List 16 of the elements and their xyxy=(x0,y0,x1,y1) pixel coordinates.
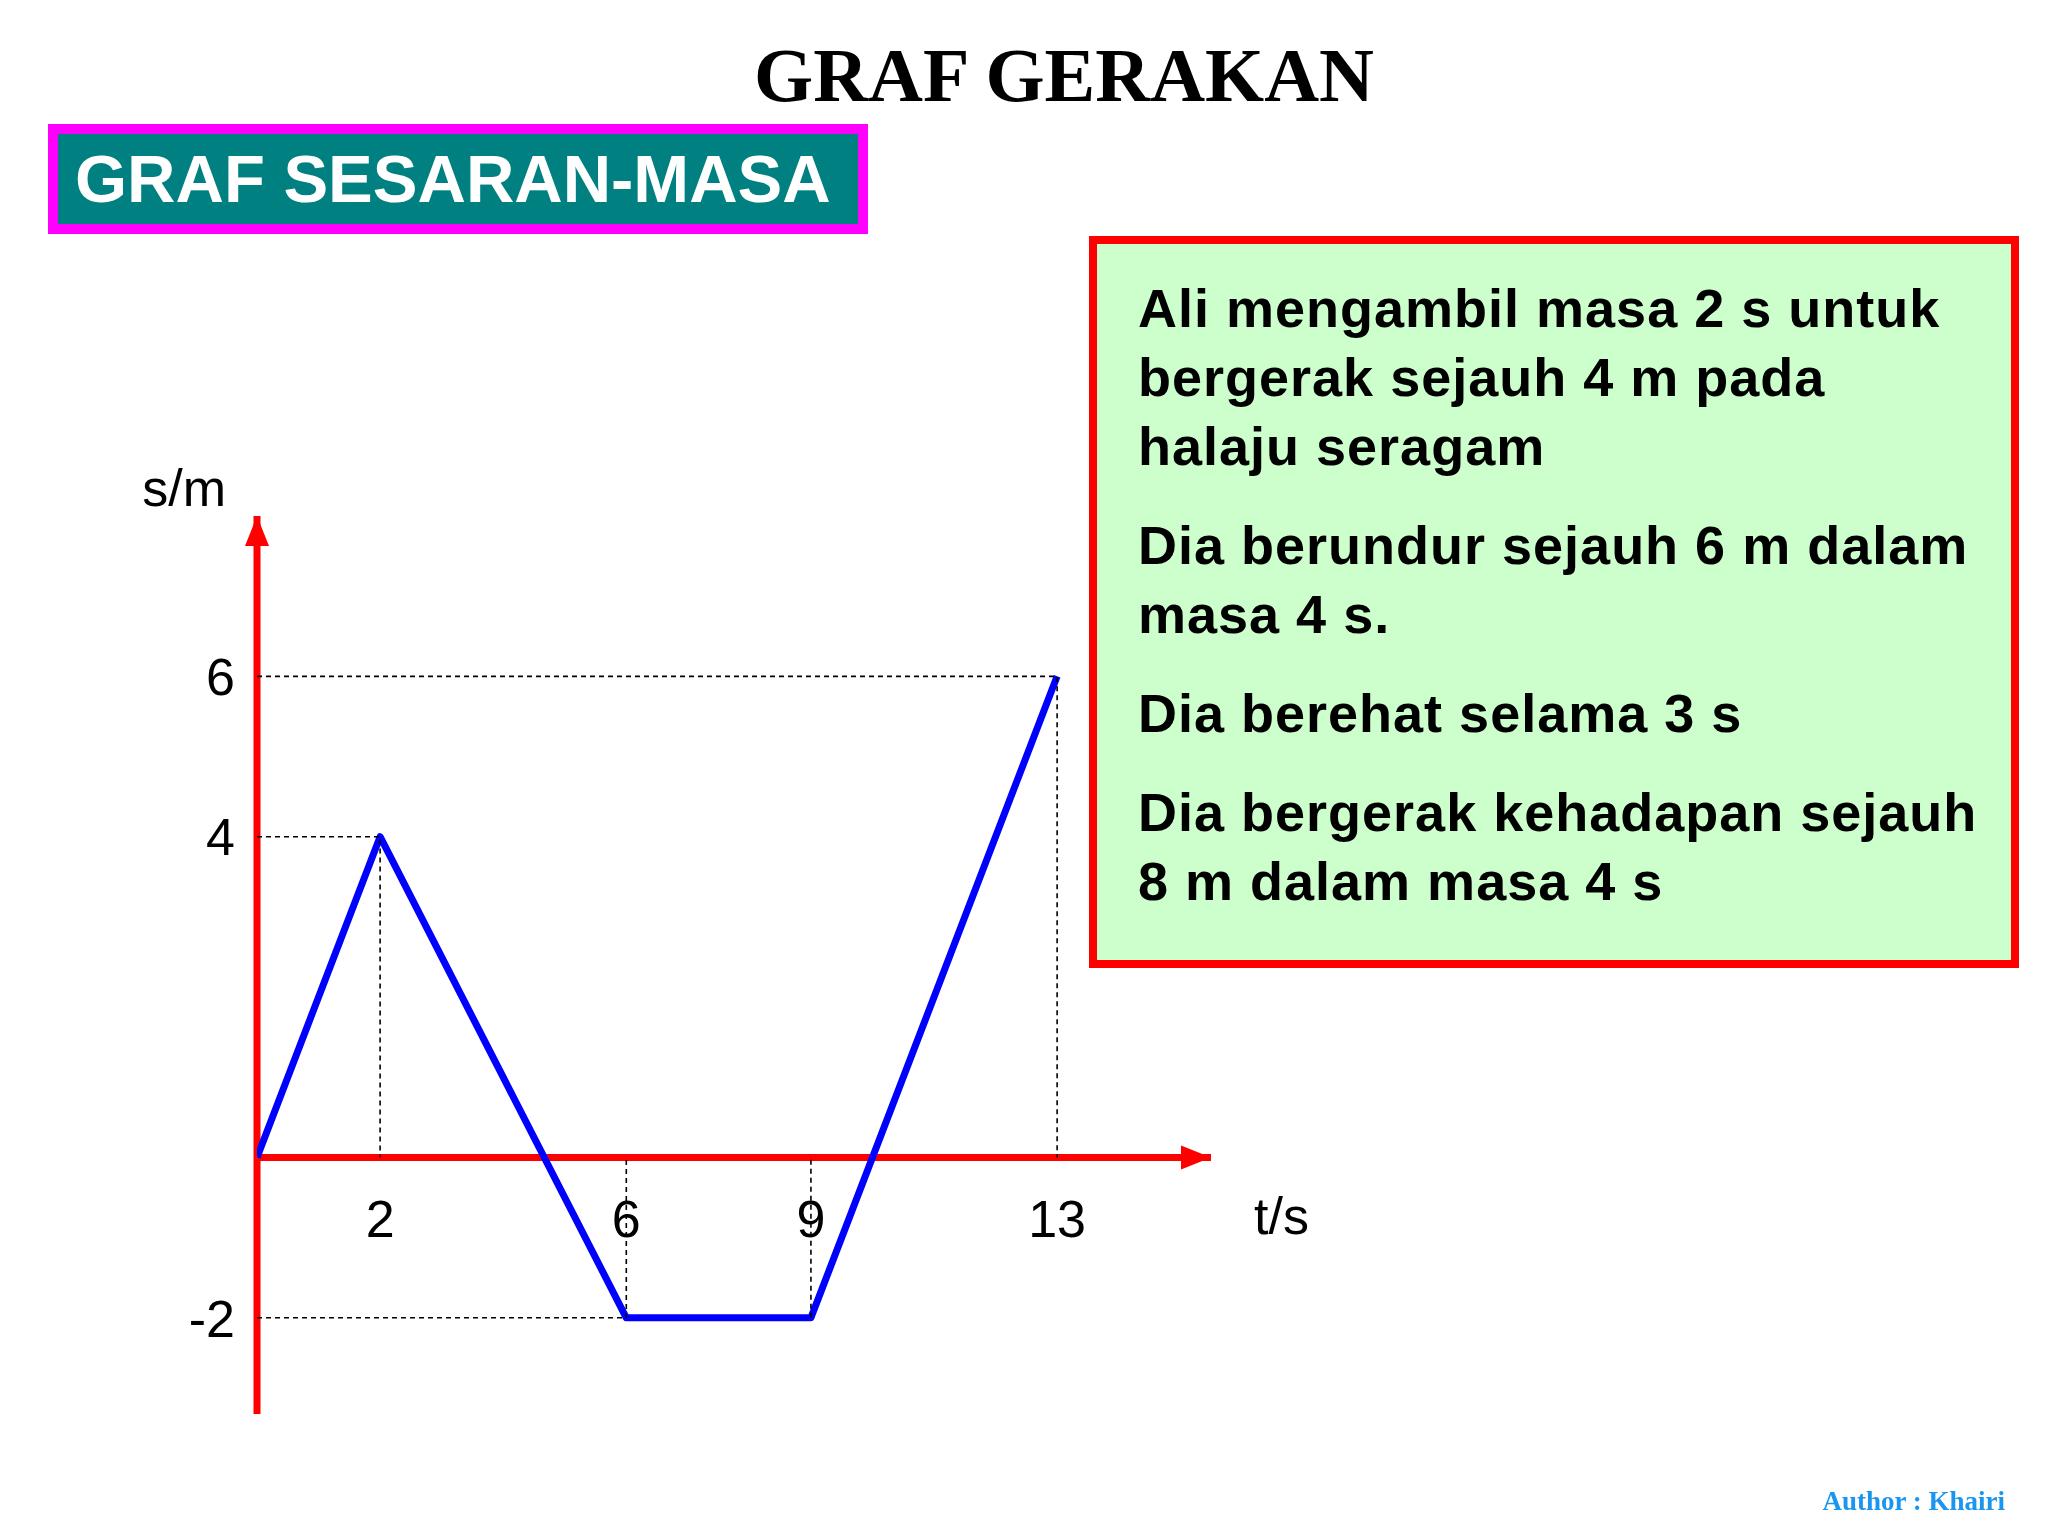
x-tick-label: 13 xyxy=(1028,1190,1087,1249)
y-tick-label: 6 xyxy=(206,648,235,707)
x-axis-title: t/s xyxy=(1254,1187,1309,1246)
x-tick-label: 6 xyxy=(611,1190,641,1249)
text: Author : Khairi xyxy=(1822,1486,2005,1516)
y-tick-label: 4 xyxy=(206,808,235,867)
annotation: Dia berehat selama 3 s xyxy=(1138,683,1743,743)
chart-subtitle: GRAF SESARAN-MASA xyxy=(75,141,831,216)
annotation: Dia berundur sejauh 6 m dalam masa 4 s. xyxy=(1138,515,1969,644)
annotation: Dia bergerak kehadapan sejauh 8 m dalam masa 4 s xyxy=(1138,782,1978,911)
chart-title: GRAF GERAKAN xyxy=(754,33,1374,117)
text: Ali mengambil masa 2 s untuk bergerak sejauh 4 m pada halaju seragam xyxy=(1138,278,1941,476)
y-axis-title: s/m xyxy=(142,459,226,517)
y-tick-label: -2 xyxy=(188,1289,235,1348)
x-tick-label: 2 xyxy=(365,1190,395,1249)
x-tick-label: 9 xyxy=(796,1190,826,1249)
